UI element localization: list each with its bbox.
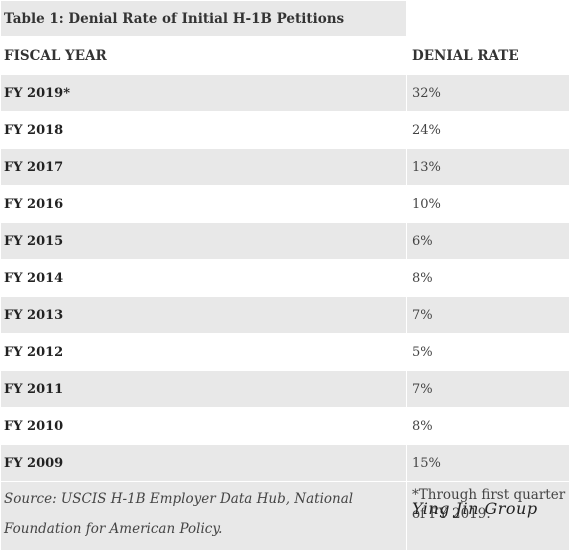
denial-rate-cell: 10% [406,185,569,223]
header-fiscal-year: FISCAL YEAR [0,36,407,75]
table-row: FY 2018 24% [0,111,569,149]
table-title-empty-cell [406,0,569,37]
table-row: FY 2016 10% [0,185,569,223]
table-row: FY 2010 8% [0,407,569,445]
denial-rate-cell: 15% [406,444,569,482]
denial-rate-cell: 8% [406,259,569,297]
fiscal-year-cell: FY 2015 [0,222,407,260]
denial-rate-cell: 5% [406,333,569,371]
source-note: Source: USCIS H-1B Employer Data Hub, Na… [0,481,407,551]
fiscal-year-cell: FY 2009 [0,444,407,482]
header-denial-rate: DENIAL RATE [406,36,569,75]
fiscal-year-cell: FY 2016 [0,185,407,223]
table-title-row: Table 1: Denial Rate of Initial H-1B Pet… [0,0,569,37]
denial-rate-cell: 32% [406,74,569,112]
fiscal-year-cell: FY 2017 [0,148,407,186]
table-row: FY 2015 6% [0,222,569,260]
table-row: FY 2017 13% [0,148,569,186]
table-row: FY 2011 7% [0,370,569,408]
denial-rate-cell: 6% [406,222,569,260]
fiscal-year-cell: FY 2013 [0,296,407,334]
fiscal-year-cell: FY 2010 [0,407,407,445]
denial-rate-cell: 7% [406,296,569,334]
footnote: *Through first quarter of FY 2019. [406,481,569,551]
table-row: FY 2014 8% [0,259,569,297]
fiscal-year-cell: FY 2012 [0,333,407,371]
table-title: Table 1: Denial Rate of Initial H-1B Pet… [0,0,407,37]
table-header-row: FISCAL YEAR DENIAL RATE [0,36,569,75]
fiscal-year-cell: FY 2018 [0,111,407,149]
fiscal-year-cell: FY 2019* [0,74,407,112]
table-footer-row: Source: USCIS H-1B Employer Data Hub, Na… [0,481,569,551]
denial-rate-cell: 8% [406,407,569,445]
denial-rate-cell: 24% [406,111,569,149]
denial-rate-cell: 7% [406,370,569,408]
table-row: FY 2013 7% [0,296,569,334]
table-row: FY 2009 15% [0,444,569,482]
table-row: FY 2012 5% [0,333,569,371]
fiscal-year-cell: FY 2014 [0,259,407,297]
denial-rate-cell: 13% [406,148,569,186]
fiscal-year-cell: FY 2011 [0,370,407,408]
table-row: FY 2019* 32% [0,74,569,112]
